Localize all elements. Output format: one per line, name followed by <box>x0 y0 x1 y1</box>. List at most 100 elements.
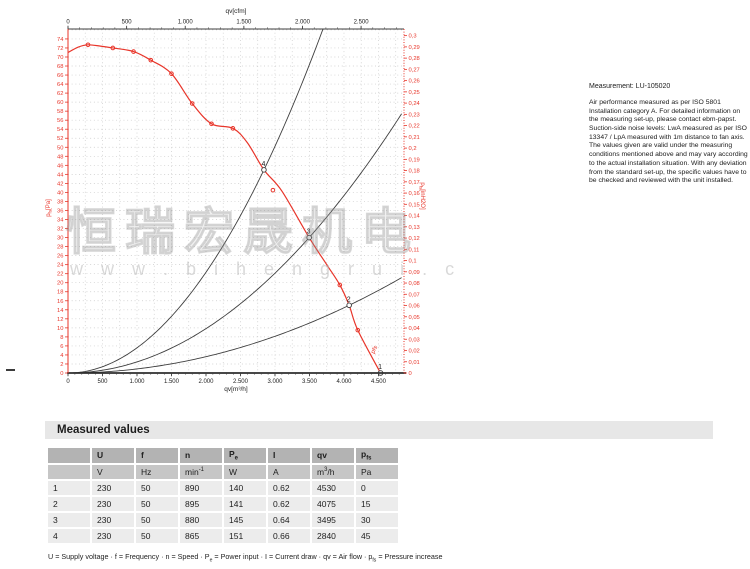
axis-tick-label: 74 <box>57 37 64 43</box>
table-cell: min-1 <box>180 464 222 479</box>
table-cell: 3 <box>48 512 90 527</box>
table-cell: 4 <box>48 528 90 543</box>
table-cell: Hz <box>136 464 178 479</box>
axis-tick-label: 0,12 <box>409 236 420 242</box>
axis-tick-label: 0,29 <box>409 45 420 51</box>
table-cell: Pe <box>224 448 266 463</box>
measured-values-header-bar: Measured values <box>45 421 713 439</box>
right-axis: 0 0,01 0,02 0,03 0,04 0,05 0,06 0,07 0,08 0,09 0,1… <box>404 34 425 377</box>
axis-tick-label: 0 <box>409 371 412 377</box>
axis-tick-label: 48 <box>57 154 63 160</box>
axis-tick-label: 72 <box>57 46 63 52</box>
axis-tick-label: 0,08 <box>409 281 420 287</box>
fan-curve-label: pfs <box>370 345 379 355</box>
axis-tick-label: 24 <box>57 263 64 269</box>
axis-tick-label: 0,06 <box>409 304 420 310</box>
table-cell: n <box>180 448 222 463</box>
axis-tick-label: 500 <box>122 20 133 26</box>
table-cell: 141 <box>224 496 266 511</box>
table-cell: U <box>92 448 134 463</box>
table-cell <box>48 448 90 463</box>
operating-point-number: 1 <box>378 364 382 371</box>
system-curve <box>67 28 324 374</box>
axis-tick-label: 0,21 <box>409 135 420 141</box>
axis-tick-label: 0,1 <box>409 259 417 265</box>
axis-tick-label: 0 <box>66 379 70 385</box>
axis-tick-label: 0,17 <box>409 180 420 186</box>
table-cell: 50 <box>136 480 178 495</box>
table-cell: V <box>92 464 134 479</box>
operating-points: 1 2 3 4 <box>261 161 384 376</box>
data-point-marker <box>355 327 361 333</box>
axis-tick-label: 58 <box>57 109 63 115</box>
table-row: 3 230 50 880 145 0.64 3495 30 <box>48 512 398 527</box>
axis-tick-label: 4.000 <box>336 379 352 385</box>
left-axis: 0246810121416182022242628303234363840424… <box>46 37 68 377</box>
right-axis-title: pfs[inH2O] <box>418 182 425 210</box>
axis-tick-label: 3.500 <box>302 379 318 385</box>
axis-tick-label: 0,01 <box>409 360 420 366</box>
axis-tick-label: 1.500 <box>236 20 252 26</box>
table-cell: 50 <box>136 528 178 543</box>
axis-tick-label: 8 <box>60 335 63 341</box>
table-cell: f <box>136 448 178 463</box>
axis-tick-label: 2.500 <box>354 20 370 26</box>
fan-curve-markers <box>85 42 361 333</box>
axis-tick-label: 12 <box>57 317 63 323</box>
table-cell: 0.64 <box>268 512 310 527</box>
axis-tick-label: 0,23 <box>409 112 420 118</box>
axis-tick-label: 0,27 <box>409 67 420 73</box>
table-cell: 0.62 <box>268 496 310 511</box>
axis-tick-label: 50 <box>57 145 63 151</box>
data-point-marker <box>230 126 236 131</box>
axis-tick-label: 22 <box>57 272 63 278</box>
table-legend: U = Supply voltage · f = Frequency · n =… <box>48 552 443 564</box>
axis-tick-label: 2.000 <box>295 20 311 26</box>
axis-tick-label: 0,07 <box>409 292 420 298</box>
axis-tick-label: 0,26 <box>409 79 420 85</box>
data-point-marker <box>337 282 343 288</box>
left-axis-title: pfs[Pa] <box>46 199 53 217</box>
axis-tick-label: 52 <box>57 136 63 142</box>
top-axis-title: qv[cfm] <box>226 8 247 15</box>
axis-tick-label: 66 <box>57 73 63 79</box>
data-point-marker <box>189 101 195 106</box>
axis-tick-label: 28 <box>57 245 63 251</box>
axis-tick-label: 38 <box>57 199 63 205</box>
table-cell: 1 <box>48 480 90 495</box>
axis-tick-label: 2.500 <box>233 379 249 385</box>
table-cell: 145 <box>224 512 266 527</box>
table-cell: 151 <box>224 528 266 543</box>
axis-tick-label: 4 <box>60 353 64 359</box>
table-cell: 30 <box>356 512 398 527</box>
table-cell: W <box>224 464 266 479</box>
measurement-description: Air performance measured as per ISO 5801… <box>589 99 748 185</box>
table-cell <box>48 464 90 479</box>
axis-tick-label: 0,18 <box>409 169 420 175</box>
data-point-marker <box>131 49 136 54</box>
axis-tick-label: 0 <box>66 20 70 26</box>
table-row: 2 230 50 895 141 0.62 4075 15 <box>48 496 398 511</box>
data-point-marker <box>148 57 154 63</box>
table-cell: 140 <box>224 480 266 495</box>
operating-point-marker <box>306 234 312 241</box>
table-cell: Pa <box>356 464 398 479</box>
system-curve <box>67 113 402 374</box>
table-cell: 2840 <box>312 528 354 543</box>
axis-tick-label: 0,3 <box>409 34 417 40</box>
axis-tick-label: 64 <box>57 82 64 88</box>
table-cell: 50 <box>136 496 178 511</box>
table-cell: 230 <box>92 496 134 511</box>
table-cell: m3/h <box>312 464 354 479</box>
axis-tick-label: 0 <box>60 371 63 377</box>
table-cell: 0.66 <box>268 528 310 543</box>
data-point-marker <box>270 187 276 193</box>
axis-tick-label: 0,05 <box>409 315 420 321</box>
data-point-marker <box>110 45 116 51</box>
axis-tick-label: 1.000 <box>178 20 194 26</box>
